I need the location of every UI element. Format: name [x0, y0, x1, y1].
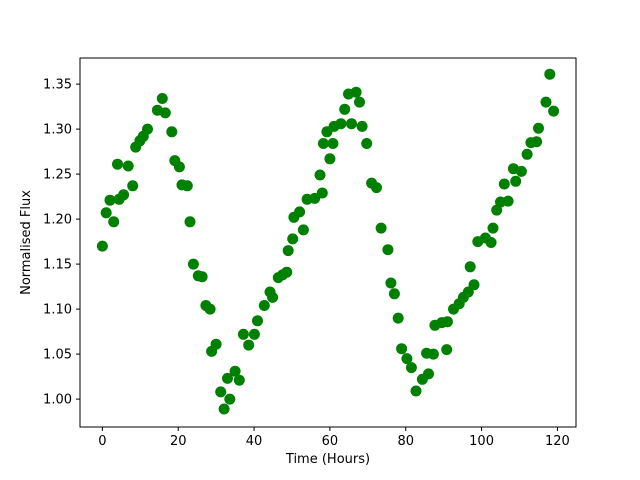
data-point — [187, 258, 199, 270]
data-point — [485, 237, 497, 248]
data-point — [122, 160, 134, 172]
data-point — [350, 86, 362, 98]
data-point — [327, 138, 339, 149]
data-point — [324, 153, 336, 165]
x-tick-label: 100 — [469, 434, 494, 449]
data-point — [281, 266, 293, 278]
data-point — [427, 348, 439, 360]
data-point — [104, 194, 116, 206]
data-point — [196, 271, 208, 283]
data-point — [521, 148, 533, 160]
y-axis-label: Normalised Flux — [19, 190, 34, 295]
data-point — [388, 288, 400, 300]
data-point — [354, 96, 365, 108]
data-point — [96, 240, 108, 252]
data-point — [297, 224, 309, 236]
data-point — [314, 169, 326, 181]
y-tick-label: 1.00 — [43, 393, 72, 408]
data-point — [204, 303, 216, 315]
data-point — [510, 175, 522, 187]
x-tick-label: 60 — [322, 434, 339, 449]
data-point — [371, 182, 382, 194]
data-point — [316, 187, 328, 199]
data-point — [267, 291, 279, 303]
data-point — [127, 180, 139, 192]
data-point — [100, 207, 112, 219]
data-point — [118, 189, 130, 201]
data-point — [382, 244, 394, 256]
data-point — [531, 136, 543, 148]
x-tick-label: 40 — [246, 434, 263, 449]
data-point — [108, 216, 120, 228]
data-point — [356, 120, 368, 132]
data-point — [498, 178, 510, 190]
data-point — [385, 277, 397, 289]
y-tick-label: 1.10 — [43, 303, 72, 318]
data-point — [346, 118, 357, 130]
data-point — [258, 300, 270, 311]
data-point — [401, 353, 413, 365]
y-tick-label: 1.05 — [43, 348, 72, 363]
x-tick-label: 80 — [397, 434, 414, 449]
y-tick-label: 1.20 — [43, 213, 72, 228]
data-point — [243, 339, 255, 351]
data-point — [237, 328, 249, 340]
data-point — [156, 93, 168, 104]
data-point — [361, 138, 373, 149]
data-point — [215, 386, 227, 398]
data-point — [142, 123, 153, 135]
data-point — [218, 403, 230, 415]
x-axis-label: Time (Hours) — [285, 452, 370, 467]
x-tick-label: 120 — [545, 434, 570, 449]
data-point — [229, 365, 241, 377]
data-point — [173, 161, 185, 173]
data-point — [317, 138, 329, 149]
data-point — [294, 206, 306, 218]
data-point — [515, 165, 527, 177]
data-point — [282, 245, 294, 257]
data-point — [441, 344, 453, 356]
data-point — [184, 216, 196, 228]
data-point — [487, 222, 499, 234]
plot-border — [79, 57, 577, 428]
data-point — [309, 192, 321, 204]
data-point — [252, 315, 263, 327]
data-point — [112, 158, 123, 170]
data-point — [248, 328, 260, 340]
data-point — [540, 96, 552, 108]
data-point — [441, 316, 453, 328]
data-point — [405, 362, 417, 374]
y-tick-label: 1.25 — [43, 168, 72, 183]
data-point — [210, 338, 222, 350]
y-tick-label: 1.30 — [43, 123, 72, 138]
data-point — [502, 195, 514, 207]
data-point — [544, 68, 556, 80]
data-point — [468, 279, 480, 291]
data-point — [181, 180, 193, 192]
scatter-points-group — [96, 68, 560, 415]
data-point — [222, 372, 233, 384]
data-point — [224, 393, 236, 405]
y-tick-label: 1.35 — [43, 78, 72, 93]
data-point — [464, 261, 476, 273]
data-point — [287, 233, 299, 245]
data-point — [335, 118, 347, 130]
data-point — [548, 105, 560, 117]
data-point — [375, 222, 387, 234]
data-point — [423, 368, 434, 380]
data-point — [339, 103, 351, 115]
data-point — [159, 107, 171, 119]
axes-group: 0 20 40 60 80 100 120 1.00 1.05 1.10 1.15 1.20 1.25 1… — [43, 78, 570, 449]
data-point — [233, 374, 245, 386]
data-point — [392, 312, 404, 324]
x-tick-label: 20 — [170, 434, 187, 449]
data-point — [410, 385, 422, 397]
data-point — [166, 126, 178, 138]
y-tick-label: 1.15 — [43, 258, 72, 273]
data-point — [533, 122, 544, 134]
data-point — [396, 343, 408, 355]
x-tick-label: 0 — [98, 434, 106, 449]
